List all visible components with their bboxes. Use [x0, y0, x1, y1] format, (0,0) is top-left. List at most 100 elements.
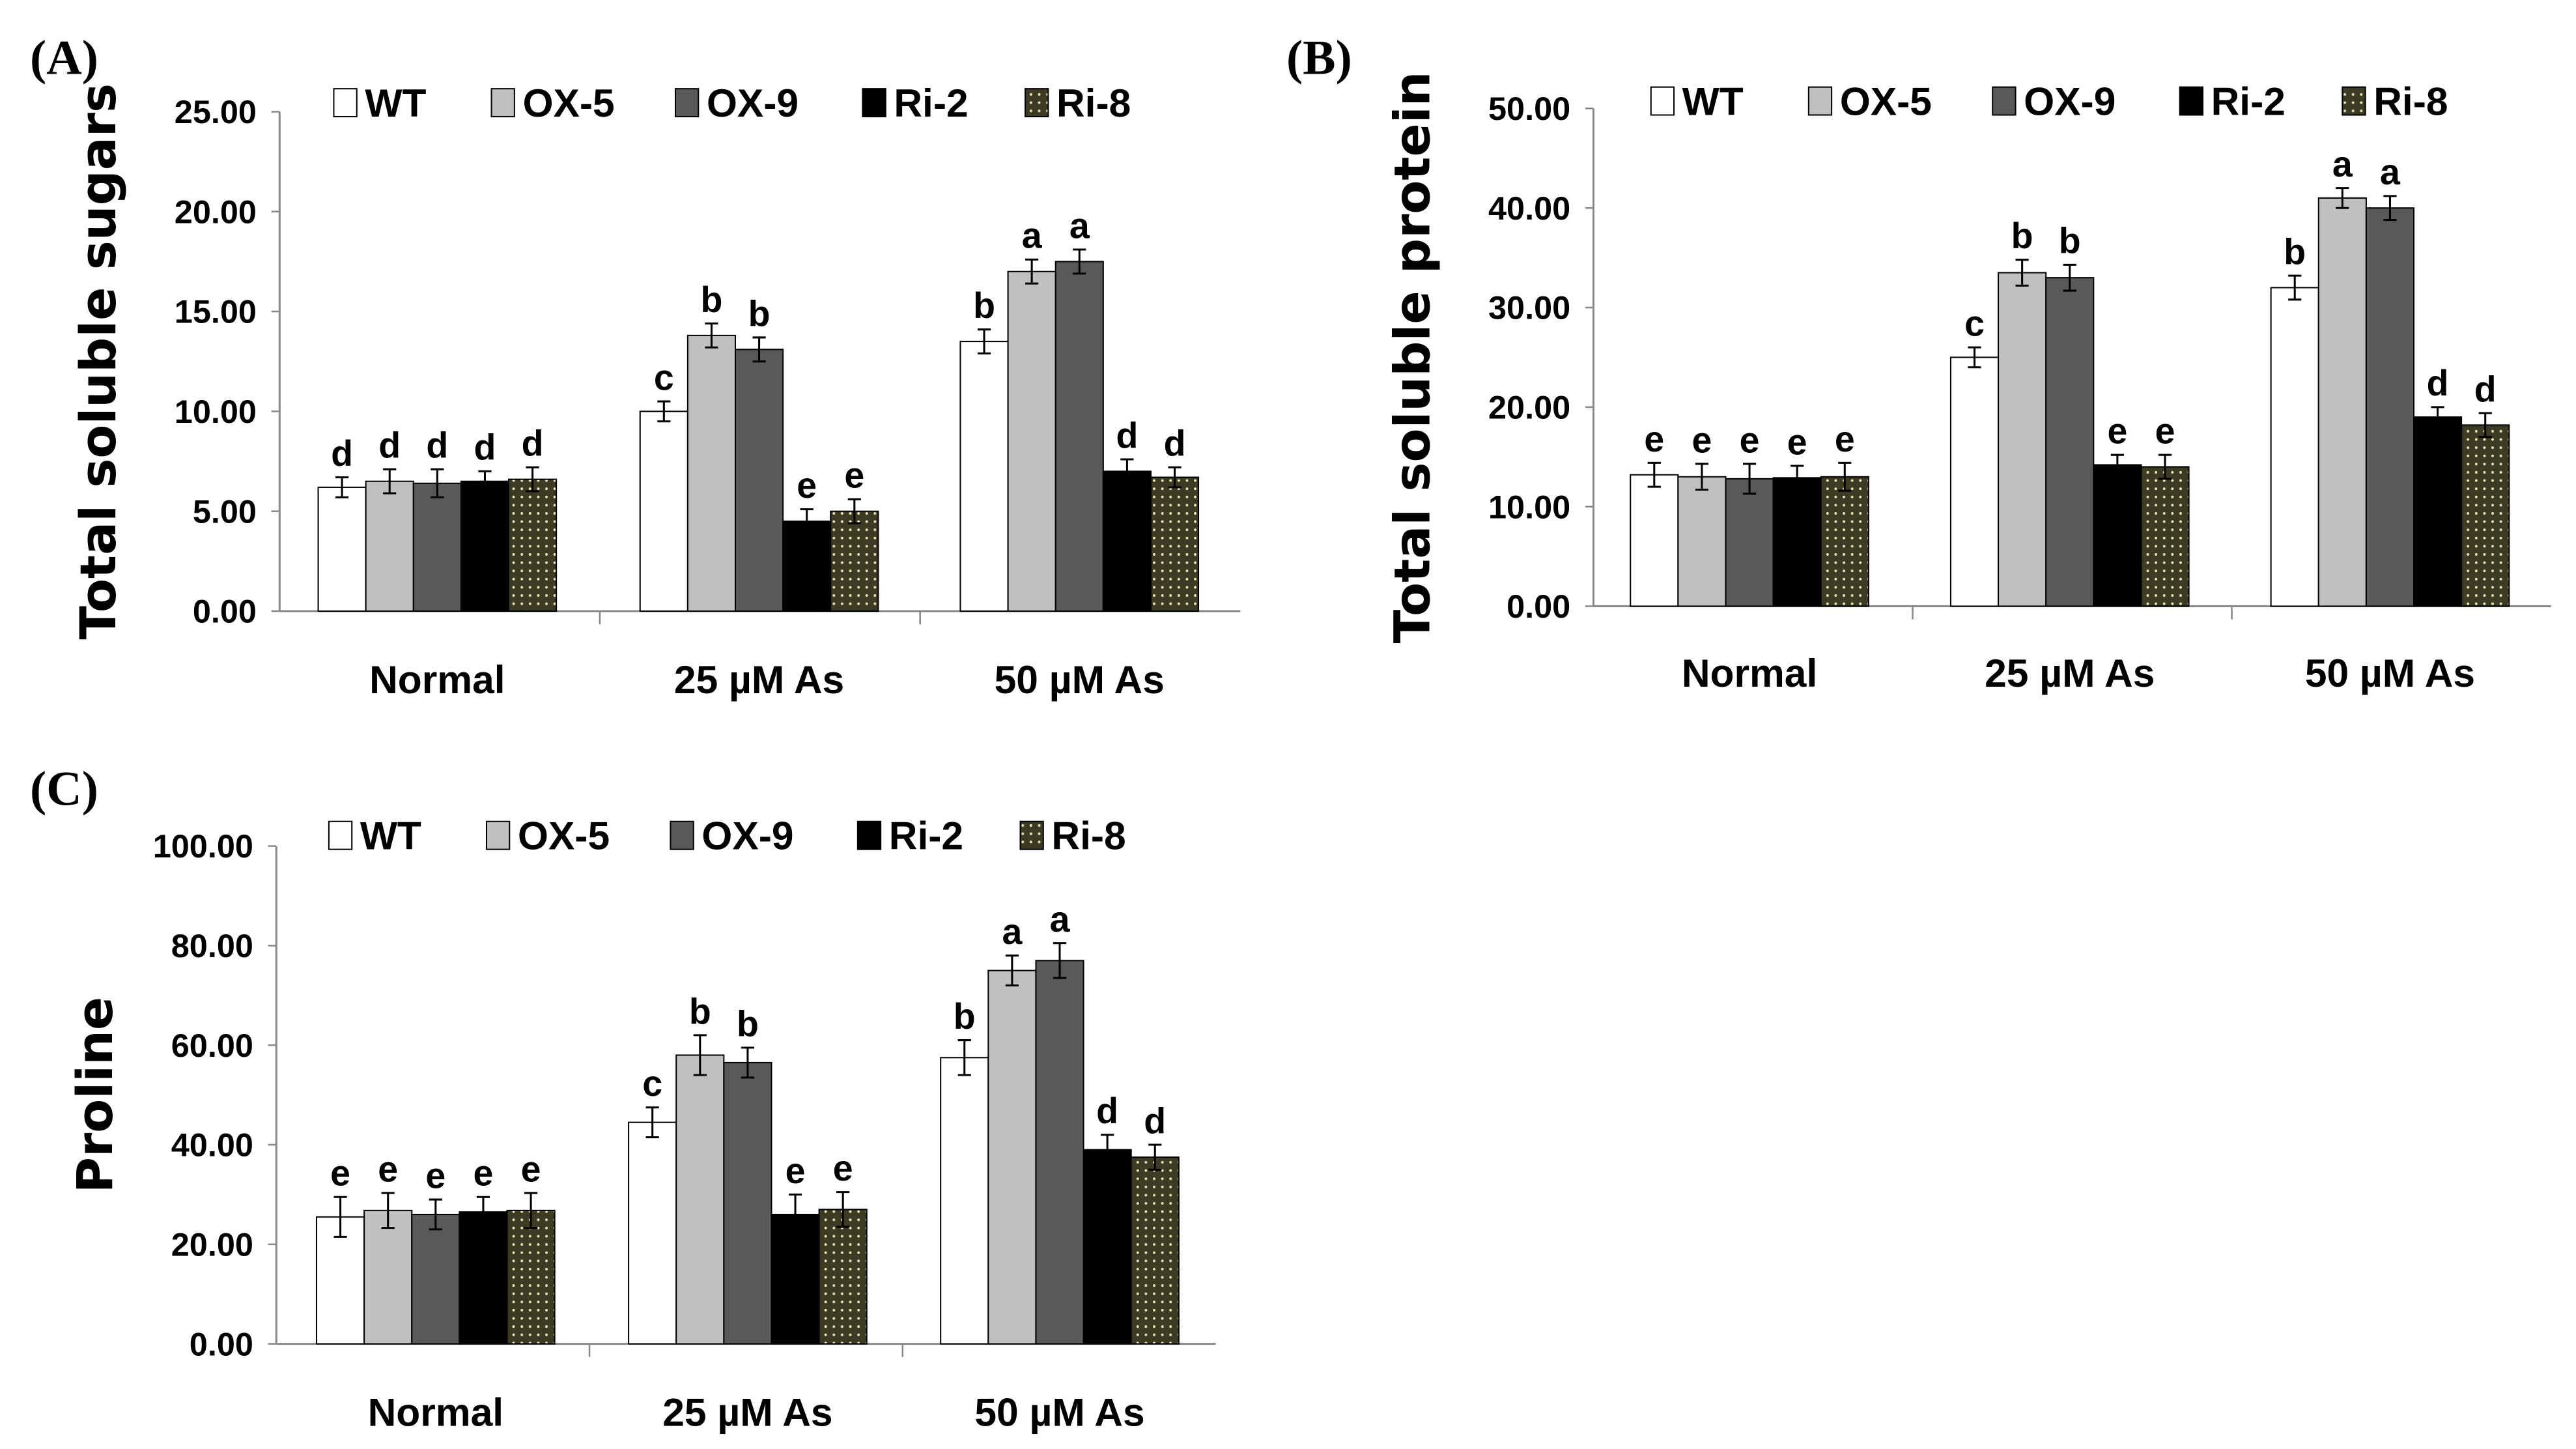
y-tick-label: 10.00: [175, 393, 257, 430]
significance-letter: b: [2059, 221, 2081, 261]
legend-swatch-wt: [328, 820, 353, 850]
legend-swatch-ri-2: [856, 820, 882, 850]
significance-letter: e: [844, 455, 864, 496]
bar-ri-2: [1083, 1149, 1132, 1345]
legend-label: OX-9: [707, 81, 799, 125]
bar-ri-2: [459, 1211, 508, 1345]
panel-label: (C): [30, 762, 98, 816]
bar-wt: [317, 486, 367, 612]
bar-ri-2: [1772, 477, 1822, 607]
legend-label: Ri-8: [1056, 81, 1131, 125]
significance-letter: e: [833, 1148, 853, 1188]
legend-swatch-ri-8: [1025, 88, 1049, 118]
legend-swatch-ox-5: [490, 88, 515, 118]
x-category-label: 50 µM As: [995, 657, 1165, 702]
significance-letter: c: [642, 1063, 662, 1104]
legend-label: WT: [360, 814, 421, 858]
significance-letter: d: [426, 425, 448, 466]
x-category-label: 50 µM As: [2305, 651, 2475, 695]
significance-letter: a: [1002, 911, 1023, 952]
legend-label: OX-5: [1840, 79, 1932, 124]
y-tick-label: 25.00: [175, 93, 257, 130]
y-tick-label: 40.00: [171, 1126, 253, 1164]
bar-ox-5: [1677, 476, 1727, 607]
legend-swatch-ri-2: [862, 88, 886, 118]
panel-b: (B) 0.00 10.00 20.00 30.00 40.00 50.00 Total so…: [1286, 31, 2551, 695]
bar-ri-8: [508, 478, 558, 612]
bar-wt: [1949, 356, 2000, 607]
y-tick-label: 60.00: [171, 1027, 253, 1064]
significance-letter: e: [2107, 411, 2127, 452]
bar-ox-9: [1725, 478, 1774, 607]
bar-ox-9: [1035, 960, 1084, 1345]
legend-swatch-wt: [1650, 86, 1675, 116]
bar-wt: [1630, 474, 1679, 607]
bar-ri-2: [1102, 470, 1152, 612]
panel-label: (B): [1286, 31, 1352, 85]
bar-ri-8: [1130, 1156, 1180, 1345]
legend-swatch-ri-8: [2342, 86, 2366, 116]
bar-ri-8: [506, 1209, 556, 1345]
y-axis-title: Total soluble sugars: [70, 83, 127, 640]
legend-swatch-ox-5: [1807, 86, 1833, 116]
significance-letter: a: [2380, 152, 2401, 192]
bar-wt: [959, 341, 1009, 612]
legend-label: OX-5: [518, 814, 610, 858]
bar-ox-5: [365, 480, 414, 612]
bar-ri-2: [2093, 464, 2142, 607]
significance-letter: e: [1691, 420, 1712, 460]
x-category-label: 25 µM As: [1985, 651, 2155, 695]
bar-ri-8: [830, 510, 879, 612]
legend-label: WT: [1682, 79, 1744, 124]
y-tick-label: 0.00: [1507, 588, 1570, 625]
significance-letter: d: [378, 425, 401, 466]
significance-letter: d: [1164, 423, 1186, 464]
y-tick-label: 20.00: [175, 193, 257, 230]
y-tick-label: 0.00: [190, 1325, 253, 1362]
y-tick-label: 50.00: [1488, 90, 1570, 127]
significance-letter: b: [689, 991, 711, 1031]
significance-letter: d: [474, 427, 496, 468]
bar-ox-5: [1007, 270, 1056, 612]
bar-ox-9: [2365, 207, 2415, 607]
bar-ox-9: [2045, 277, 2095, 607]
y-axis-title: Total soluble protein: [1383, 71, 1441, 643]
significance-letter: e: [2155, 411, 2175, 452]
significance-letter: d: [2474, 369, 2497, 409]
bar-ri-2: [2413, 416, 2463, 607]
x-category-label: 25 µM As: [674, 657, 844, 702]
significance-letter: e: [1787, 422, 1807, 462]
significance-letter: d: [1144, 1100, 1166, 1141]
legend-label: Ri-2: [889, 814, 963, 858]
significance-letter: e: [378, 1149, 398, 1189]
significance-letter: c: [1964, 304, 1985, 344]
bar-ri-2: [782, 521, 832, 612]
legend-swatch-ox-9: [670, 820, 694, 850]
bar-ox-9: [412, 482, 462, 612]
significance-letter: a: [1050, 899, 1071, 940]
legend-label: OX-9: [2024, 79, 2116, 124]
significance-letter: b: [954, 996, 976, 1037]
panel-c: (C) 0.00 20.00 40.00 60.00 80.00 100.00 Proline…: [30, 762, 1216, 1435]
bar-ox-9: [1054, 261, 1104, 612]
legend-swatch-ox-9: [674, 88, 700, 118]
bar-ox-5: [675, 1054, 725, 1345]
legend-label: Ri-8: [1051, 814, 1125, 858]
legend-swatch-ox-9: [1992, 86, 2017, 116]
x-category-label: Normal: [369, 657, 505, 702]
y-tick-label: 30.00: [1488, 289, 1570, 326]
significance-letter: b: [748, 293, 771, 334]
bar-ox-9: [723, 1061, 772, 1345]
legend-label: Ri-8: [2373, 79, 2448, 124]
significance-letter: e: [1644, 419, 1664, 459]
bar-ox-5: [2317, 197, 2367, 607]
legend-swatch-ox-5: [485, 820, 511, 850]
y-axis-title: Proline: [66, 997, 124, 1194]
x-category-label: Normal: [1682, 651, 1817, 695]
legend-label: Ri-2: [2211, 79, 2286, 124]
significance-letter: d: [1096, 1091, 1118, 1131]
significance-letter: e: [797, 465, 817, 506]
legend-label: Ri-2: [894, 81, 968, 125]
y-tick-label: 100.00: [153, 827, 253, 865]
